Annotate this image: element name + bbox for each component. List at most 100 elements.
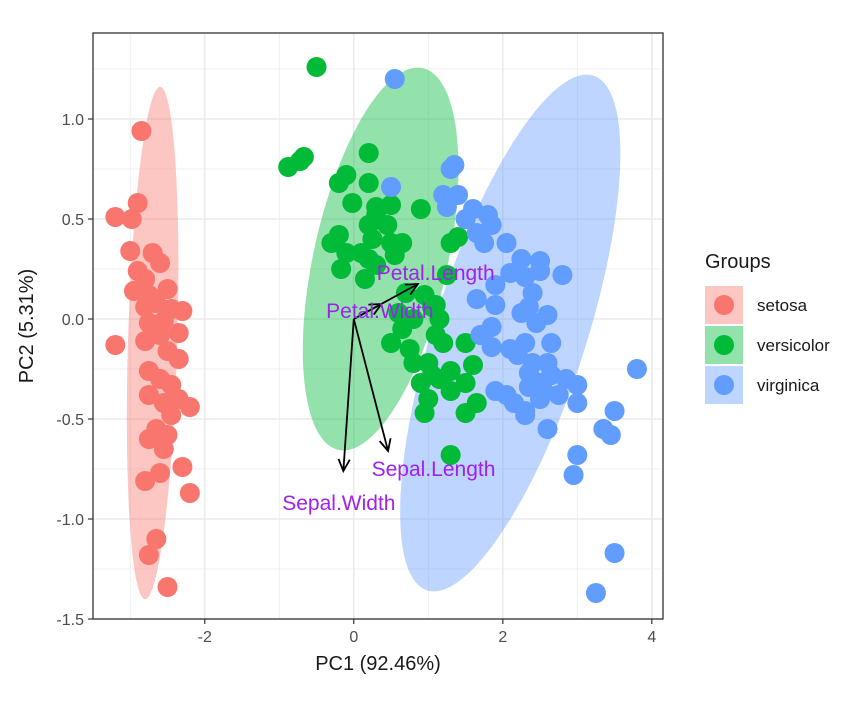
point-setosa xyxy=(127,193,148,213)
point-versicolor xyxy=(306,57,327,77)
point-virginica xyxy=(600,425,621,445)
point-virginica xyxy=(384,69,405,89)
point-virginica xyxy=(604,401,625,421)
point-virginica xyxy=(567,445,588,465)
point-virginica xyxy=(466,289,487,309)
point-virginica xyxy=(537,419,558,439)
loading-arrow xyxy=(342,318,355,472)
point-setosa xyxy=(135,331,156,351)
x-tick-label: 4 xyxy=(647,629,656,646)
loading-labels: Petal.Length Petal.Width Sepal.Length Sepal… xyxy=(282,262,495,515)
point-versicolor xyxy=(384,245,405,265)
point-versicolor xyxy=(381,333,402,353)
x-axis-title: PC1 (92.46%) xyxy=(315,653,441,675)
point-setosa xyxy=(138,545,159,565)
legend-title: Groups xyxy=(705,251,771,273)
point-setosa xyxy=(138,385,159,405)
point-versicolor xyxy=(403,353,424,373)
y-tick-label: 0.0 xyxy=(62,312,84,329)
point-setosa xyxy=(121,209,142,229)
point-versicolor xyxy=(429,309,450,329)
point-setosa xyxy=(150,253,171,273)
point-setosa xyxy=(179,397,200,417)
x-tick-label: -2 xyxy=(198,629,212,646)
point-setosa xyxy=(161,405,182,425)
point-setosa xyxy=(172,301,193,321)
point-versicolor xyxy=(321,233,342,253)
point-virginica xyxy=(530,389,551,409)
point-versicolor xyxy=(278,157,299,177)
point-versicolor xyxy=(377,215,398,235)
point-virginica xyxy=(481,337,502,357)
point-versicolor xyxy=(410,199,431,219)
point-virginica xyxy=(515,405,536,425)
point-setosa xyxy=(138,429,159,449)
point-versicolor xyxy=(440,381,461,401)
legend-point-versicolor xyxy=(714,335,734,355)
point-virginica xyxy=(567,393,588,413)
point-versicolor xyxy=(436,265,457,285)
axis-tick-labels: -2 0 2 4 -1.5 -1.0 -0.5 0.0 0.5 1.0 xyxy=(56,112,656,646)
legend-point-setosa xyxy=(714,295,734,315)
point-versicolor xyxy=(448,227,469,247)
legend-point-virginica xyxy=(714,375,734,395)
panel-border xyxy=(92,32,664,620)
point-setosa xyxy=(157,279,178,299)
point-virginica xyxy=(455,209,476,229)
point-versicolor xyxy=(342,193,363,213)
point-virginica xyxy=(563,465,584,485)
data-points xyxy=(105,57,647,603)
point-virginica xyxy=(567,375,588,395)
point-virginica xyxy=(436,197,457,217)
loading-label: Petal.Length xyxy=(377,262,495,285)
point-versicolor xyxy=(358,143,379,163)
y-tick-label: -1.0 xyxy=(56,512,84,529)
point-virginica xyxy=(585,583,606,603)
loading-label: Petal.Width xyxy=(326,300,433,323)
point-virginica xyxy=(511,303,532,323)
point-versicolor xyxy=(381,195,402,215)
point-versicolor xyxy=(414,403,435,423)
point-setosa xyxy=(153,439,174,459)
point-setosa xyxy=(131,121,152,141)
y-tick-label: -1.5 xyxy=(56,612,84,629)
point-virginica xyxy=(507,345,528,365)
y-tick-label: 0.5 xyxy=(62,212,84,229)
point-virginica xyxy=(481,215,502,235)
legend: Groups setosa versicolor virginica xyxy=(705,251,830,404)
point-versicolor xyxy=(358,173,379,193)
point-setosa xyxy=(168,323,189,343)
point-versicolor xyxy=(433,333,454,353)
point-versicolor xyxy=(455,403,476,423)
point-virginica xyxy=(474,233,495,253)
point-versicolor xyxy=(463,355,483,375)
loading-arrows xyxy=(337,283,420,474)
point-versicolor xyxy=(455,333,476,353)
point-virginica xyxy=(496,233,517,253)
loading-arrowhead xyxy=(337,458,351,474)
y-tick-label: 1.0 xyxy=(62,112,84,129)
point-setosa xyxy=(146,529,167,549)
y-axis-title: PC2 (5.31%) xyxy=(16,269,38,384)
point-setosa xyxy=(157,577,178,597)
legend-entries: setosa versicolor virginica xyxy=(705,286,830,404)
point-virginica xyxy=(526,313,547,333)
point-setosa xyxy=(168,349,189,369)
loading-arrowhead xyxy=(378,438,392,454)
point-setosa xyxy=(179,483,200,503)
point-virginica xyxy=(626,359,647,379)
point-virginica xyxy=(541,333,562,353)
point-versicolor xyxy=(354,269,375,289)
legend-label-setosa: setosa xyxy=(757,296,808,315)
point-setosa xyxy=(135,471,156,491)
point-versicolor xyxy=(362,229,383,249)
point-virginica xyxy=(604,543,625,563)
point-versicolor xyxy=(293,147,314,167)
point-versicolor xyxy=(455,373,476,393)
point-virginica xyxy=(511,249,532,269)
point-versicolor xyxy=(336,165,357,185)
loading-label: Sepal.Width xyxy=(282,492,395,515)
point-setosa xyxy=(150,463,171,483)
point-versicolor xyxy=(440,445,461,465)
